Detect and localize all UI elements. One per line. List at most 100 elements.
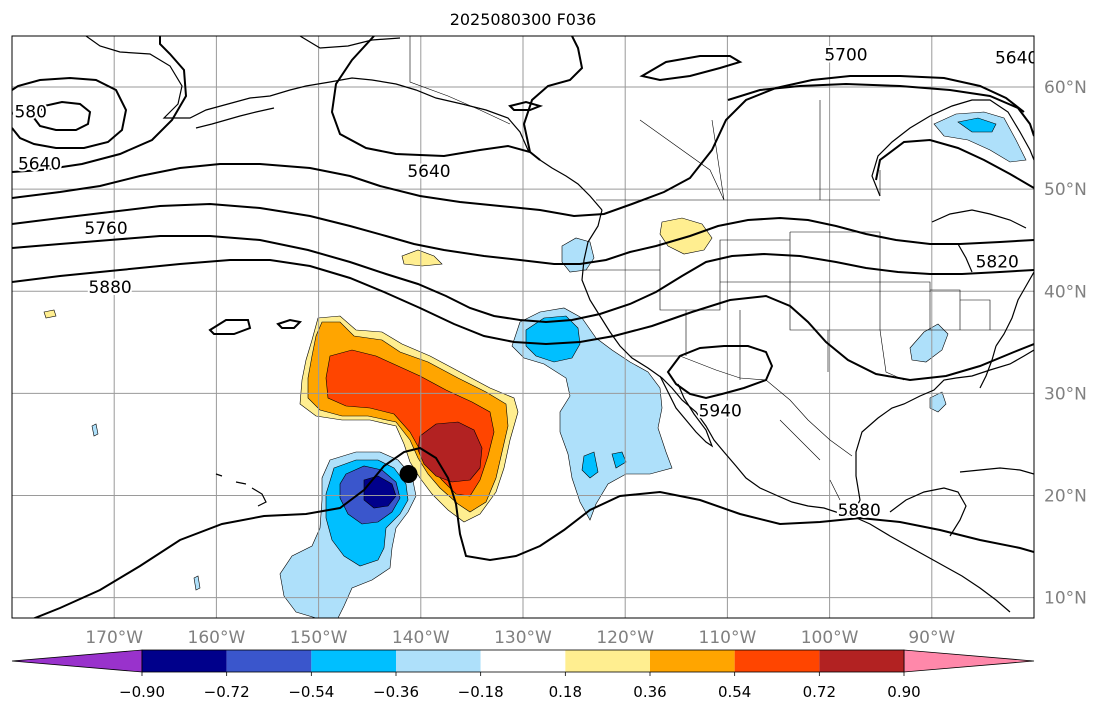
latitude-ticks: 60°N 50°N 40°N 30°N 20°N 10°N [1044,78,1087,609]
contour-5640-alaska [330,36,584,161]
latitude-tick-label: 10°N [1044,589,1087,609]
colorbar-frame [141,649,905,673]
negative-anomaly-hudson-core [957,117,997,133]
coastlines [85,36,1034,613]
coastline-east [995,271,1034,347]
negative-anomaly-dot-1 [91,423,99,437]
colorbar-tick-label: −0.18 [458,683,504,701]
contour-label: 5700 [824,45,867,65]
negative-anomaly-small-2 [611,451,627,469]
negative-anomaly-gulf [909,323,949,363]
colorbar-tick-label: −0.36 [373,683,419,701]
contour-small-3 [508,100,544,111]
coastline-alaska-north [299,36,401,49]
negative-anomaly-090 [363,475,397,509]
contour-small-2 [276,318,303,329]
contour-label: 5880 [88,278,131,298]
colorbar-segment [650,650,735,672]
contour-5700 [12,75,1025,218]
colorbar-tick-label: 0.72 [803,683,836,701]
colorbar-tick-label: 0.36 [633,683,666,701]
colorbar-segment [311,650,396,672]
coastline-hawaii [215,473,267,507]
coastline-cuba [959,467,1034,475]
contour-label: 5640 [995,48,1038,68]
anomaly-shading [43,111,1027,618]
contour-5580-low [32,100,92,131]
coastline-aleutians [195,107,275,129]
contour-5640-west [12,36,188,173]
contour-5760 [12,202,1034,265]
contour-label: 5760 [84,219,127,239]
longitude-tick-label: 100°W [801,628,859,648]
chart-title: 2025080300 F036 [450,10,597,29]
longitude-tick-label: 150°W [290,628,348,648]
contour-5820-canada [727,82,1034,137]
coastline-us-west [581,209,853,517]
height-contours [12,36,1034,618]
contour-5700-north [639,55,743,82]
positive-anomaly-090 [417,421,483,483]
longitude-tick-label: 110°W [699,628,757,648]
coastline-yucatan [889,487,967,537]
coastline-florida [979,345,997,389]
colorbar-extension-high [903,649,1035,673]
longitude-tick-label: 130°W [494,628,552,648]
map-frame [11,35,1035,619]
positive-anomaly-dot [43,309,57,319]
contour-label: 5940 [699,402,742,422]
storm-center-marker [399,465,418,484]
contour-label: 5880 [838,501,881,521]
colorbar-segment [142,650,227,672]
contour-labels: 5580 5640 5640 5700 5640 5760 5880 5820 5940 5880 [4,43,1038,522]
colorbar-segment [396,650,481,672]
latitude-tick-label: 30°N [1044,384,1087,404]
contour-5820-hudson [875,138,1034,189]
negative-anomaly-small-1 [581,451,599,479]
coastline-hudson [871,99,1034,197]
colorbar-segment [226,650,312,672]
colorbar-tick-label: −0.90 [119,683,165,701]
negative-anomaly-dot-2 [193,575,201,591]
colorbar-extension-low [11,649,143,673]
border-canada-provinces [639,100,881,201]
contour-5820 [12,235,1034,324]
longitude-tick-label: 120°W [596,628,654,648]
longitude-tick-label: 140°W [392,628,450,648]
colorbar-segment [819,650,904,672]
contour-label: 5640 [18,155,61,175]
border-mexico-states [779,419,841,501]
longitude-tick-label: 90°W [908,628,955,648]
negative-anomaly-coast-054 [525,315,581,363]
border-us-states-1 [582,231,881,311]
contour-5880-south [32,446,1034,618]
contour-5580 [12,76,128,149]
colorbar-segment [565,650,650,672]
latitude-tick-label: 40°N [1044,282,1087,302]
contour-label: 5820 [976,253,1019,273]
coastline-baja [659,375,714,448]
contour-small-1 [208,319,252,335]
colorbar-tick-label: 0.18 [549,683,582,701]
colorbar-tick-label: 0.54 [718,683,751,701]
border-alaska-canada [409,36,511,125]
coastline-great-lakes [931,209,1027,273]
colorbar-tick-label: −0.54 [288,683,334,701]
negative-anomaly-hudson [933,111,1027,163]
longitude-ticks: 170°W 160°W 150°W 140°W 130°W 120°W 110°W 100°W… [85,628,955,648]
colorbar-tick-labels: −0.90 −0.72 −0.54 −0.36 −0.18 0.18 0.36 0.54 0.7… [119,672,921,701]
coastline-central-america [851,515,1011,613]
colorbar-tick-label: 0.90 [887,683,920,701]
colorbar-segment [734,650,820,672]
coastline-gulf [851,349,1034,517]
border-us-states-3 [879,289,1034,381]
map-area: 5580 5640 5640 5700 5640 5760 5880 5820 5940 5880 [4,36,1038,618]
latitude-tick-label: 50°N [1044,180,1087,200]
contour-label: 5580 [4,103,47,123]
contour-5880 [12,259,1034,382]
positive-anomaly-idaho [659,217,713,255]
latitude-tick-label: 20°N [1044,486,1087,506]
colorbar [11,649,1035,673]
